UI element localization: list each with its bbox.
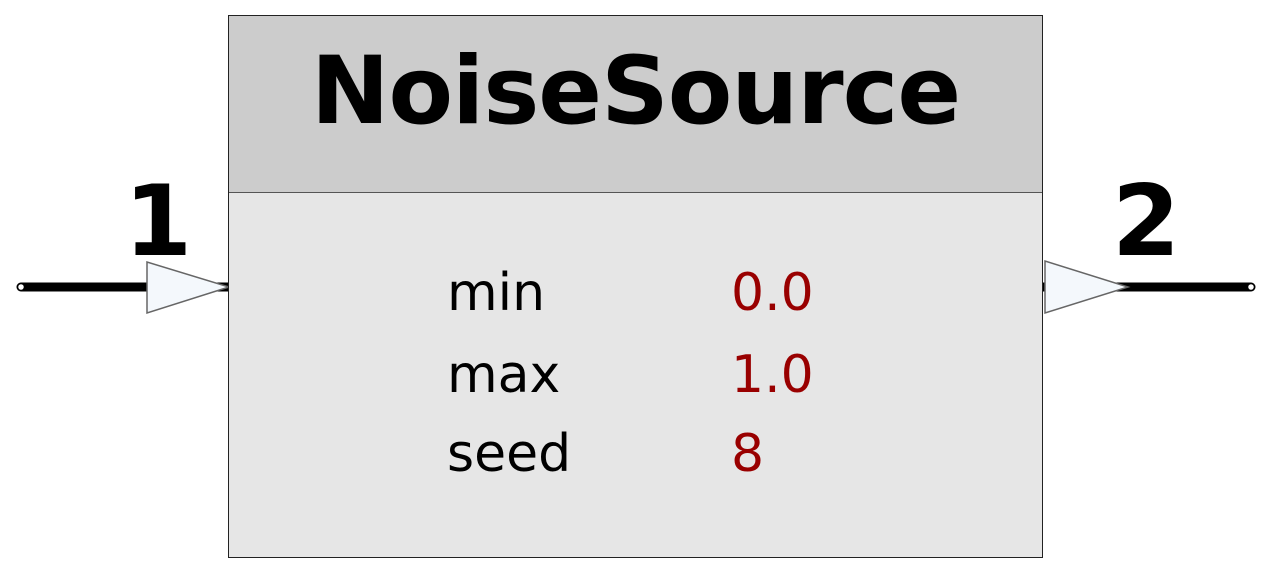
noise-source-block[interactable]: NoiseSource min 0.0 max 1.0 seed 8	[228, 15, 1043, 558]
output-port-label: 2	[1112, 165, 1181, 279]
param-name: min	[447, 263, 546, 323]
input-wire-endpoint[interactable]	[16, 282, 26, 292]
param-value: 8	[731, 424, 765, 484]
output-port-arrow-icon[interactable]	[1044, 259, 1131, 315]
param-value: 1.0	[731, 345, 814, 405]
param-value: 0.0	[731, 263, 814, 323]
output-wire-endpoint[interactable]	[1246, 282, 1256, 292]
input-port-label: 1	[124, 165, 193, 279]
block-header: NoiseSource	[229, 16, 1042, 193]
param-name: seed	[447, 424, 572, 484]
block-title: NoiseSource	[310, 37, 961, 146]
input-port-arrow-icon[interactable]	[146, 260, 232, 315]
param-name: max	[447, 345, 561, 405]
